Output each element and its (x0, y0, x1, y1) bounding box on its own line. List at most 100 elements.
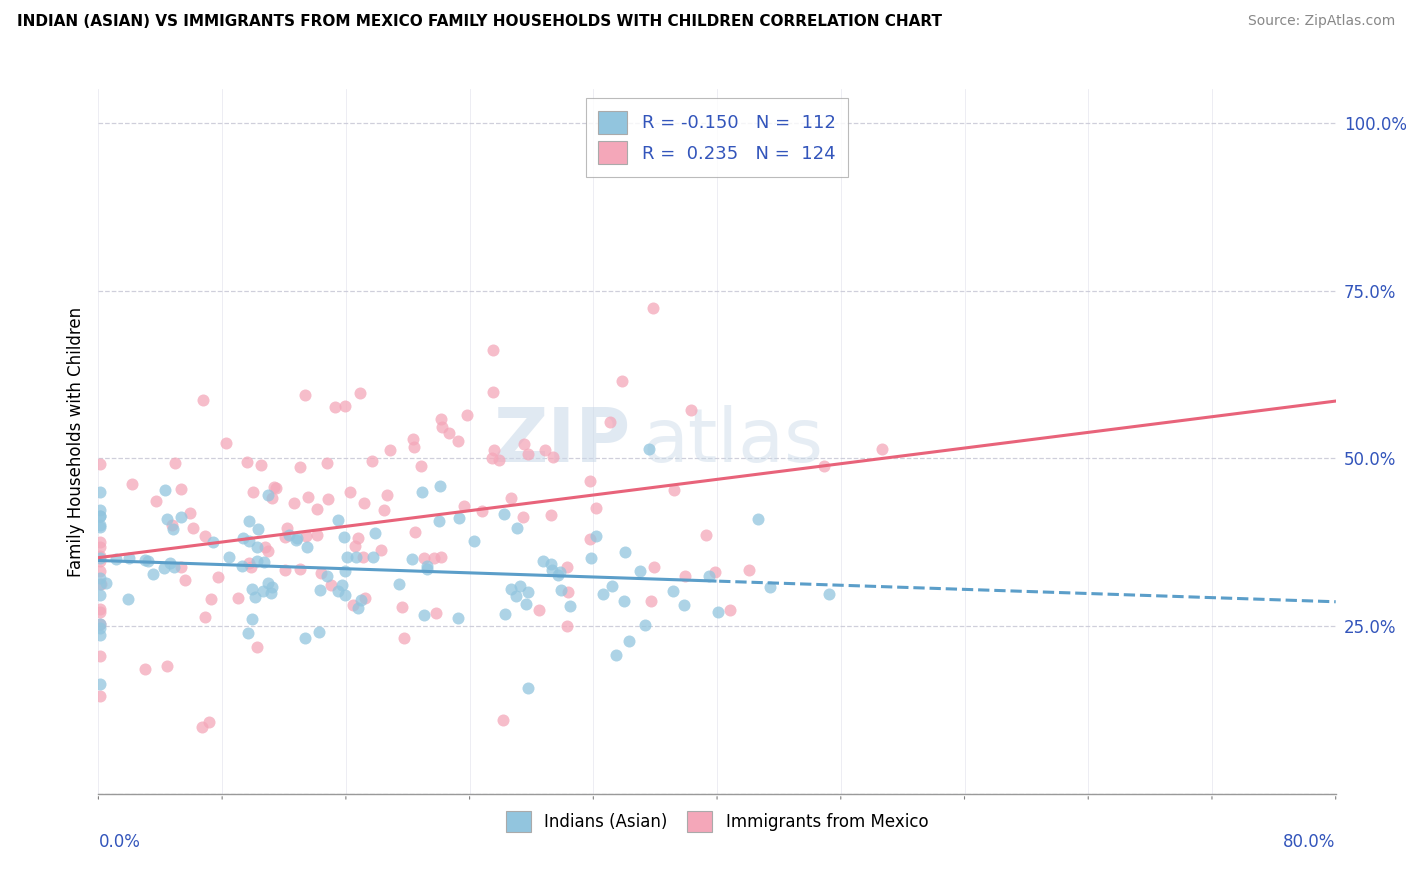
Point (505, 521, 527, 535)
Point (242, 484, 264, 499)
Point (89, 649, 111, 664)
Point (323, 400, 346, 414)
Point (339, 484, 361, 499)
Point (492, 713, 515, 727)
Text: atlas: atlas (643, 405, 824, 478)
Point (89, 518, 111, 533)
Point (501, 491, 523, 505)
Point (373, 502, 395, 516)
Point (737, 563, 759, 577)
Point (509, 579, 531, 593)
Point (449, 510, 471, 524)
Point (592, 586, 614, 600)
Point (870, 442, 893, 457)
Point (238, 626, 260, 640)
Point (252, 584, 274, 599)
Point (330, 578, 353, 592)
Point (136, 554, 159, 568)
Point (89, 577, 111, 591)
Point (429, 479, 451, 493)
Point (283, 496, 305, 510)
Point (276, 521, 298, 535)
Point (512, 509, 534, 524)
Point (294, 387, 316, 401)
Point (481, 451, 503, 466)
Point (430, 549, 453, 564)
Point (191, 719, 214, 733)
Text: 80.0%: 80.0% (1284, 832, 1336, 851)
Point (264, 482, 287, 496)
Point (218, 550, 240, 565)
Point (305, 528, 328, 542)
Point (305, 502, 328, 516)
Point (215, 436, 238, 450)
Point (540, 508, 562, 522)
Point (170, 483, 193, 497)
Point (333, 399, 356, 413)
Point (336, 549, 359, 564)
Point (640, 594, 662, 608)
Point (333, 565, 356, 579)
Point (673, 569, 696, 583)
Point (89, 502, 111, 516)
Point (145, 493, 167, 508)
Point (153, 560, 176, 574)
Point (541, 563, 564, 577)
Point (260, 586, 283, 600)
Point (254, 540, 277, 554)
Point (697, 569, 720, 583)
Point (673, 599, 696, 613)
Point (134, 553, 156, 567)
Point (447, 610, 470, 624)
Point (231, 558, 253, 573)
Point (541, 450, 564, 465)
Point (758, 580, 780, 594)
Point (599, 415, 621, 429)
Point (89, 519, 111, 533)
Point (363, 550, 385, 565)
Point (274, 530, 297, 544)
Point (818, 586, 841, 600)
Y-axis label: Family Households with Children: Family Households with Children (66, 307, 84, 576)
Point (430, 412, 453, 426)
Point (294, 631, 316, 645)
Point (425, 606, 447, 620)
Point (437, 425, 460, 440)
Point (548, 565, 571, 579)
Point (679, 403, 702, 417)
Point (89, 509, 111, 524)
Point (194, 609, 217, 624)
Point (404, 525, 426, 540)
Point (89, 551, 111, 566)
Point (104, 551, 127, 566)
Point (333, 530, 356, 544)
Point (516, 447, 538, 461)
Point (540, 557, 562, 571)
Point (555, 619, 578, 633)
Point (613, 594, 636, 608)
Point (263, 479, 285, 493)
Point (246, 522, 269, 536)
Point (605, 648, 627, 663)
Point (516, 585, 538, 599)
Text: ZIP: ZIP (494, 405, 630, 478)
Point (707, 605, 730, 619)
Point (253, 555, 276, 569)
Point (256, 575, 278, 590)
Point (375, 488, 398, 502)
Point (134, 662, 156, 676)
Point (463, 534, 485, 549)
Point (321, 577, 343, 591)
Point (401, 552, 423, 566)
Point (347, 531, 370, 545)
Point (617, 634, 640, 648)
Point (342, 598, 364, 612)
Point (612, 374, 634, 388)
Point (246, 554, 269, 568)
Point (226, 591, 249, 605)
Point (174, 573, 197, 587)
Point (295, 540, 318, 554)
Point (153, 483, 176, 497)
Point (262, 580, 284, 594)
Point (558, 599, 581, 613)
